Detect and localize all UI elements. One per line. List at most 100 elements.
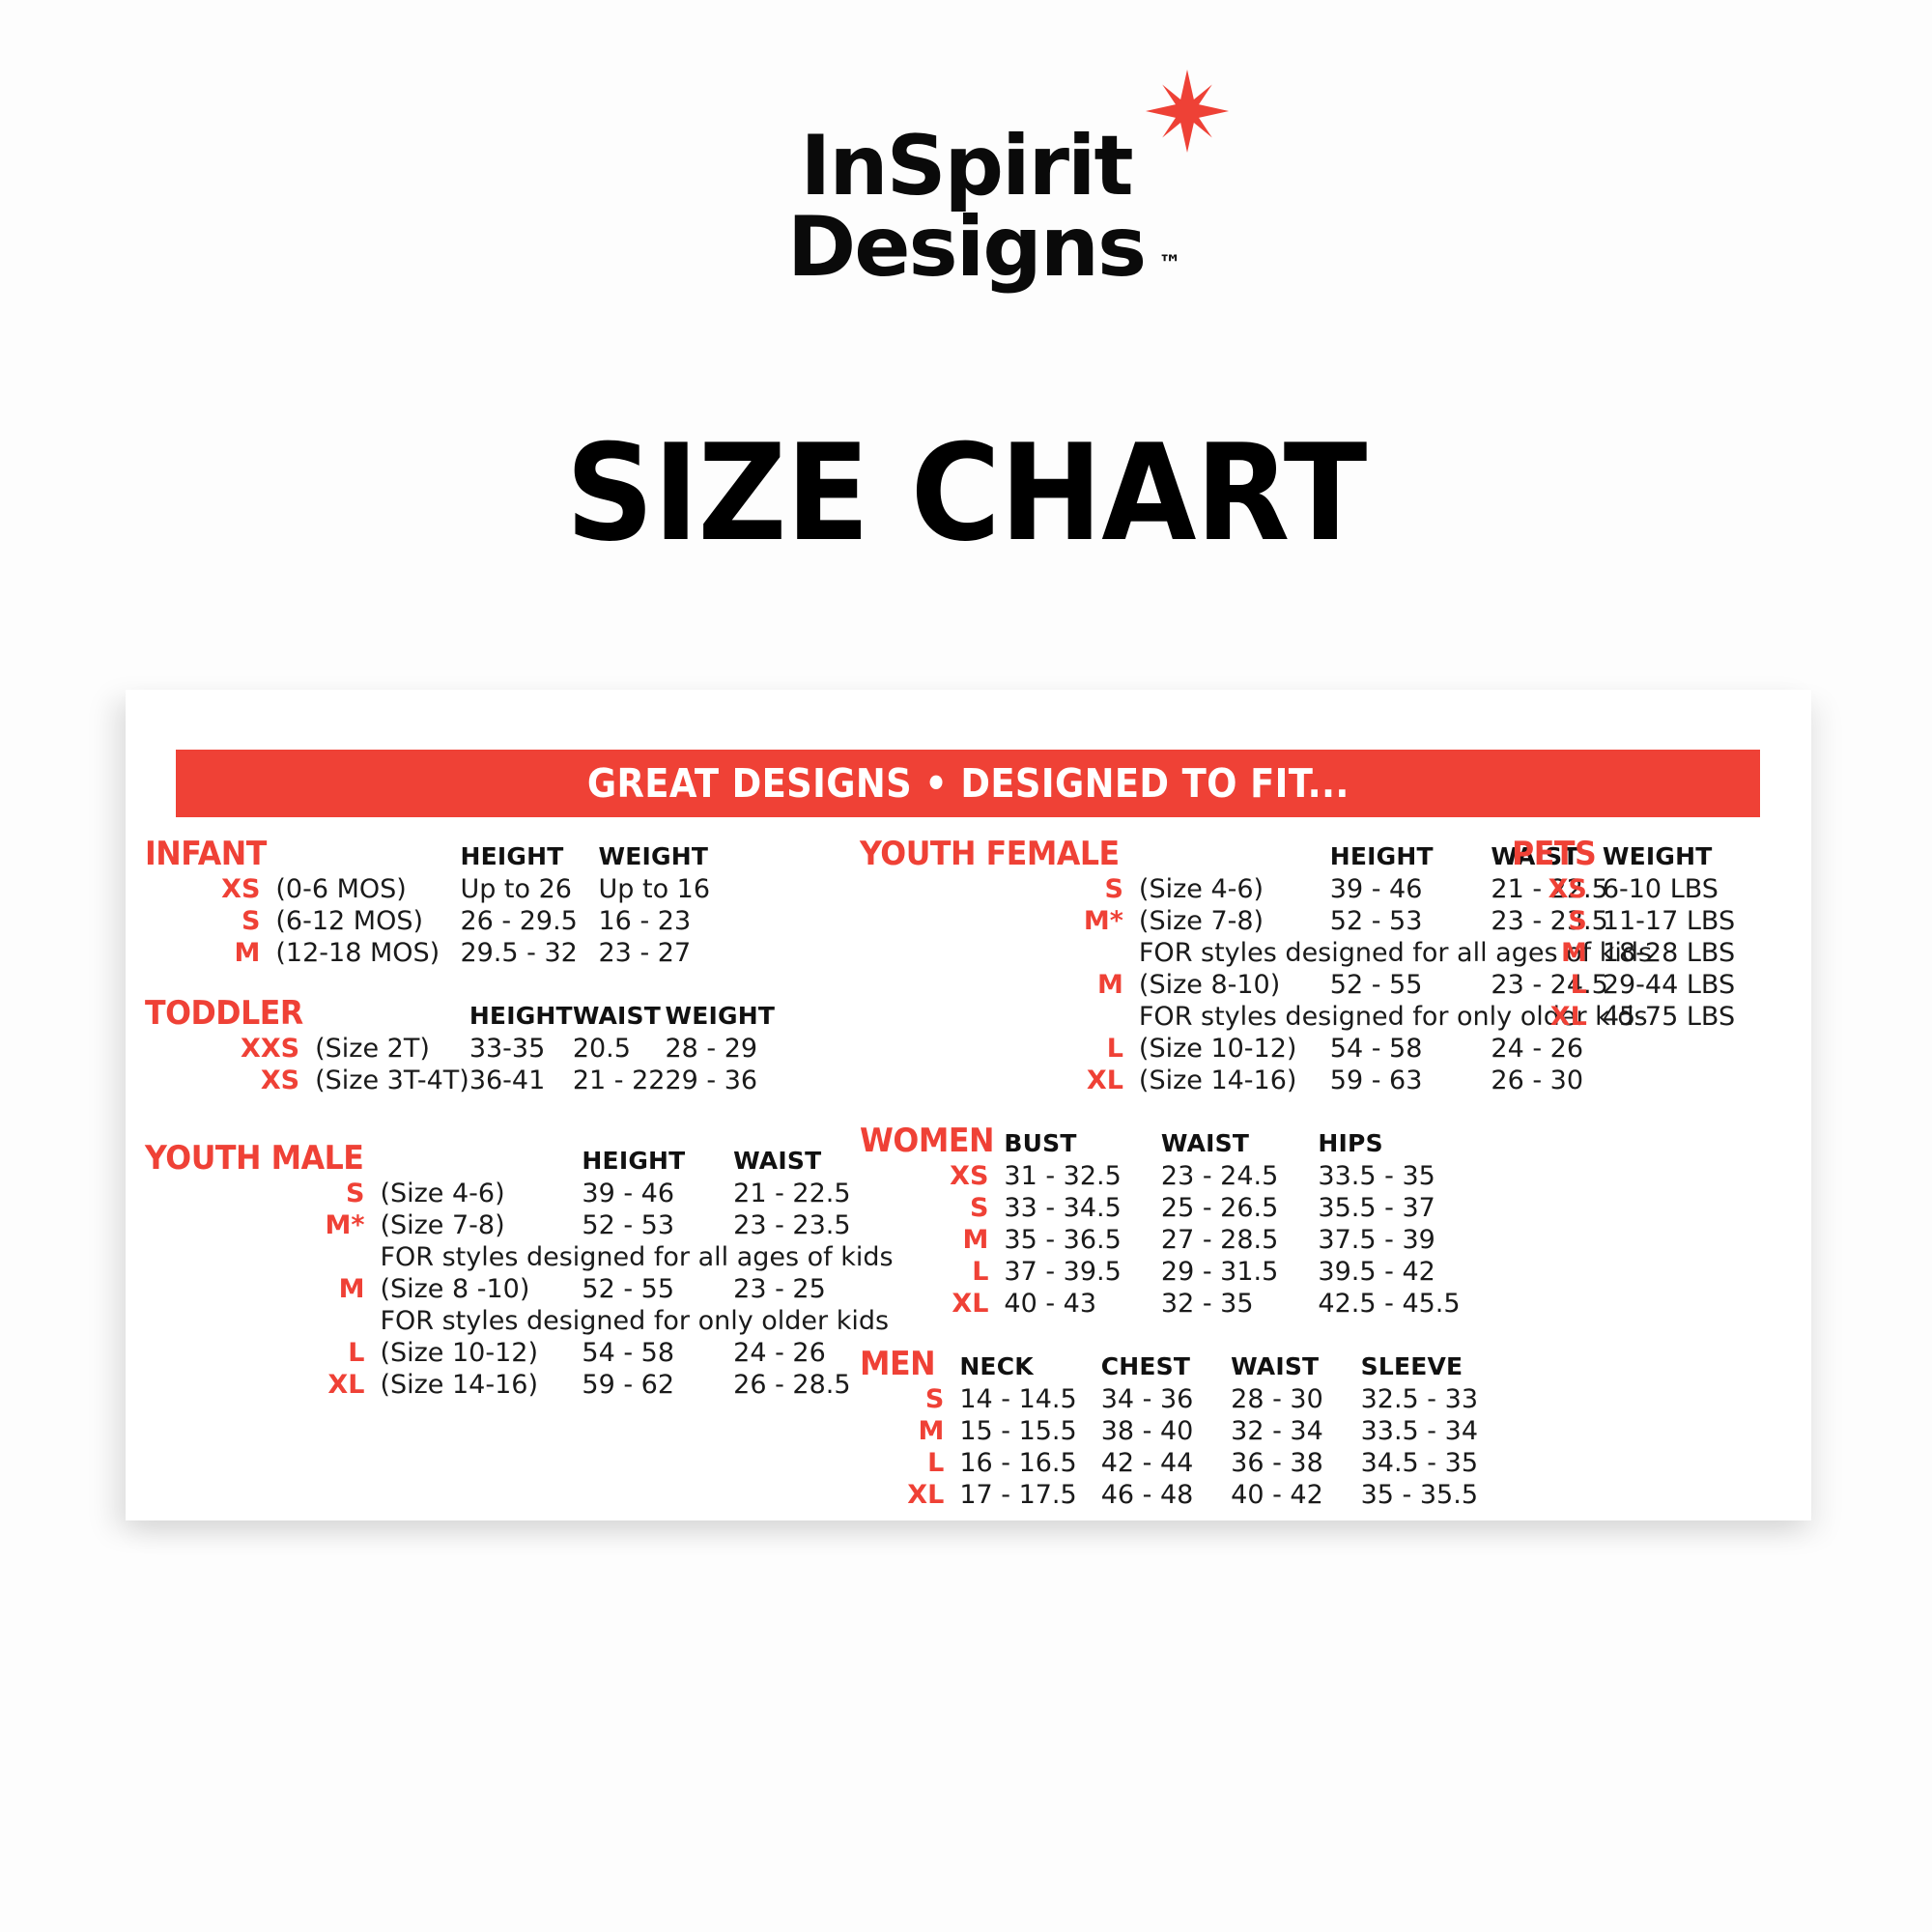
size-label: M* — [1083, 906, 1123, 936]
height-value: 39 - 46 — [1329, 874, 1423, 904]
neck-value: 17 - 17.5 — [959, 1480, 1077, 1510]
table-row: M 18-28 LBS — [1512, 937, 1802, 969]
size-desc: (0-6 MOS) — [275, 874, 407, 904]
size-label: L — [927, 1448, 945, 1478]
toddler-header-weight: WEIGHT — [665, 1002, 776, 1030]
table-row: M 15 - 15.5 38 - 40 32 - 34 33.5 - 34 — [860, 1415, 1478, 1447]
size-label: L — [1570, 970, 1587, 1000]
waist-value: 23 - 23.5 — [1491, 906, 1608, 936]
youth-female-header-height: HEIGHT — [1329, 842, 1434, 870]
bust-value: 31 - 32.5 — [1004, 1161, 1122, 1191]
size-label: M — [962, 1225, 989, 1255]
section-title-pets: PETS — [1512, 835, 1597, 873]
infant-title-cell: INFANT — [145, 835, 275, 873]
section-women: WOMEN BUST WAIST HIPS XS 31 - 32.5 23 - … — [860, 1122, 1478, 1320]
toddler-title-cell: TODDLER — [145, 994, 315, 1033]
trademark-symbol: ™ — [1158, 249, 1182, 277]
brand-name-inspirit: InSpirit — [800, 118, 1133, 214]
infant-header-weight: WEIGHT — [598, 842, 709, 870]
size-label: M* — [325, 1210, 365, 1240]
weight-value: 11-17 LBS — [1602, 906, 1736, 936]
height-value: 52 - 53 — [582, 1210, 675, 1240]
waist-value: 21 - 22.5 — [1491, 874, 1608, 904]
spacer — [145, 1096, 744, 1139]
spacer-cell — [275, 835, 460, 873]
table-row: XS (0-6 MOS) Up to 26 Up to 16 — [145, 873, 744, 905]
starburst-icon — [1145, 70, 1229, 153]
size-label: XS — [1548, 874, 1587, 904]
toddler-header-height: HEIGHT — [469, 1002, 573, 1030]
size-desc: (12-18 MOS) — [275, 938, 440, 968]
size-desc: (Size 7-8) — [1138, 906, 1264, 936]
table-row: L 29-44 LBS — [1512, 969, 1802, 1001]
table-row: S 33 - 34.5 25 - 26.5 35.5 - 37 — [860, 1192, 1478, 1224]
brand-line-1: InSpirit — [800, 70, 1229, 214]
hips-value: 37.5 - 39 — [1318, 1225, 1435, 1255]
men-header-waist: WAIST — [1231, 1352, 1320, 1380]
men-header-sleeve: SLEEVE — [1360, 1352, 1463, 1380]
section-pets: PETS WEIGHT XS 6-10 LBS S 11-17 LBS — [1512, 835, 1802, 1033]
bust-value: 40 - 43 — [1004, 1289, 1097, 1319]
note-text: FOR styles designed for all ages of kids — [380, 1242, 894, 1272]
size-label: S — [1104, 874, 1123, 904]
toddler-header-waist: WAIST — [572, 1002, 661, 1030]
weight-value: Up to 16 — [598, 874, 711, 904]
size-label: M — [234, 938, 261, 968]
table-row: M* (Size 7-8) 52 - 53 23 - 23.5 — [145, 1209, 894, 1241]
height-value: 54 - 58 — [582, 1338, 675, 1368]
women-title-cell: WOMEN — [860, 1122, 1004, 1160]
waist-value: 23 - 25 — [733, 1274, 826, 1304]
note-text: FOR styles designed for all ages of kids — [1138, 938, 1653, 968]
pets-title-cell: PETS — [1512, 835, 1603, 873]
sleeve-value: 34.5 - 35 — [1360, 1448, 1478, 1478]
section-title-women: WOMEN — [860, 1122, 994, 1160]
neck-value: 15 - 15.5 — [959, 1416, 1077, 1446]
youth-male-header-waist: WAIST — [733, 1147, 822, 1175]
table-header-row: TODDLER HEIGHT WAIST WEIGHT — [145, 994, 775, 1033]
women-table: WOMEN BUST WAIST HIPS XS 31 - 32.5 23 - … — [860, 1122, 1478, 1320]
youth-male-table: YOUTH MALE HEIGHT WAIST S (Size 4-6) 39 … — [145, 1139, 894, 1401]
men-table: MEN NECK CHEST WAIST SLEEVE S 14 - 14.5 … — [860, 1345, 1478, 1511]
size-label: L — [1106, 1034, 1123, 1064]
page-title: SIZE CHART — [565, 415, 1368, 571]
section-toddler: TODDLER HEIGHT WAIST WEIGHT XXS (Size 2T… — [145, 994, 775, 1096]
size-desc: (Size 7-8) — [380, 1210, 505, 1240]
sleeve-value: 32.5 - 33 — [1360, 1384, 1478, 1414]
neck-value: 16 - 16.5 — [959, 1448, 1077, 1478]
infant-header-height: HEIGHT — [460, 842, 564, 870]
size-label: XS — [260, 1065, 300, 1095]
size-label: XL — [1549, 1002, 1587, 1032]
brand-name-designs: Designs — [786, 199, 1147, 297]
section-youth-female: YOUTH FEMALE HEIGHT WAIST S (Size 4-6) 3… — [860, 835, 1652, 1096]
brand-logo: InSpirit Designs ™ — [0, 70, 1932, 297]
table-row: L (Size 10-12) 54 - 58 24 - 26 — [860, 1033, 1652, 1065]
weight-value: 28 - 29 — [665, 1034, 758, 1064]
toddler-table: TODDLER HEIGHT WAIST WEIGHT XXS (Size 2T… — [145, 994, 775, 1096]
table-row: S 14 - 14.5 34 - 36 28 - 30 32.5 - 33 — [860, 1383, 1478, 1415]
waist-value: 26 - 30 — [1491, 1065, 1584, 1095]
table-row: XS 6-10 LBS — [1512, 873, 1802, 905]
table-row: XXS (Size 2T) 33-35 20.5 28 - 29 — [145, 1033, 775, 1065]
hips-value: 35.5 - 37 — [1318, 1193, 1435, 1223]
table-row: XL 45-75 LBS — [1512, 1001, 1802, 1033]
table-row: M* (Size 7-8) 52 - 53 23 - 23.5 — [860, 905, 1652, 937]
waist-value: 24 - 26 — [733, 1338, 826, 1368]
size-label: M — [338, 1274, 365, 1304]
table-row: L 16 - 16.5 42 - 44 36 - 38 34.5 - 35 — [860, 1447, 1478, 1479]
pets-table: PETS WEIGHT XS 6-10 LBS S 11-17 LBS — [1512, 835, 1802, 1033]
size-desc: (Size 10-12) — [1138, 1034, 1297, 1064]
size-label: M — [918, 1416, 945, 1446]
table-note-row: FOR styles designed for only older kids — [145, 1305, 894, 1337]
waist-value: 29 - 31.5 — [1160, 1257, 1279, 1287]
weight-value: 18-28 LBS — [1602, 938, 1736, 968]
table-header-row: INFANT HEIGHT WEIGHT — [145, 835, 744, 873]
spacer-cell — [380, 1139, 582, 1178]
weight-value: 23 - 27 — [598, 938, 692, 968]
youth-female-table: YOUTH FEMALE HEIGHT WAIST S (Size 4-6) 3… — [860, 835, 1652, 1096]
table-row: XL 17 - 17.5 46 - 48 40 - 42 35 - 35.5 — [860, 1479, 1478, 1511]
table-row: XL (Size 14-16) 59 - 62 26 - 28.5 — [145, 1369, 894, 1401]
size-label: XL — [1086, 1065, 1123, 1095]
section-title-youth-female: YOUTH FEMALE — [860, 835, 1120, 873]
weight-value: 29-44 LBS — [1602, 970, 1736, 1000]
